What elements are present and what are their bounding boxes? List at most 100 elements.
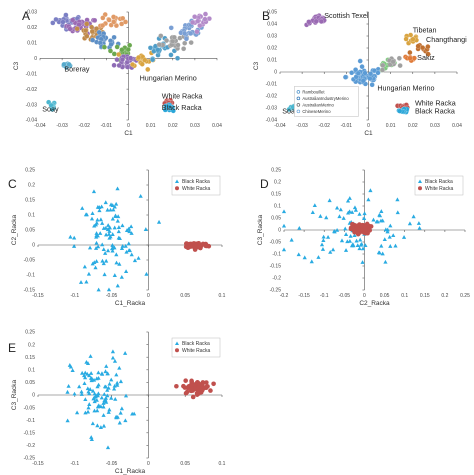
data-point	[95, 423, 100, 428]
legend-entry: White Racka	[182, 348, 211, 354]
data-point	[101, 226, 106, 230]
y-tick-label: 0.05	[25, 380, 35, 386]
y-tick-label: -0.1	[26, 418, 35, 424]
y-tick-label: -0.15	[24, 431, 36, 437]
data-point	[123, 269, 129, 274]
panel-letter: C	[8, 177, 17, 191]
data-point	[98, 404, 103, 409]
data-point	[368, 188, 373, 193]
annotation-label: Black Racka	[415, 106, 455, 115]
data-point	[91, 189, 97, 194]
data-point	[125, 47, 131, 53]
y-tick-label: -0.02	[266, 94, 278, 100]
data-point	[362, 211, 367, 216]
data-point	[98, 217, 103, 222]
data-point	[188, 40, 194, 46]
data-point	[66, 61, 72, 67]
legend-swatch	[296, 103, 301, 107]
y-tick-label: -0.15	[24, 288, 36, 294]
data-point	[143, 227, 148, 231]
data-point	[202, 385, 207, 391]
data-point	[313, 18, 319, 24]
x-tick-label: 0.04	[212, 123, 222, 129]
data-point	[107, 48, 113, 54]
data-point	[119, 246, 125, 251]
data-point	[387, 62, 393, 68]
data-point	[281, 247, 287, 252]
y-tick-label: 0	[32, 393, 35, 399]
data-point	[114, 260, 119, 265]
x-tick-label: 0	[127, 123, 130, 129]
data-point	[354, 238, 359, 243]
data-point	[182, 30, 188, 36]
data-point	[204, 380, 209, 385]
data-point	[362, 70, 368, 76]
legend-swatch	[175, 186, 179, 191]
data-point	[363, 227, 368, 232]
legend-entry: Rambouillet	[302, 89, 325, 94]
y-tick-label: -0.15	[270, 264, 282, 270]
data-point	[126, 241, 131, 246]
data-point	[127, 42, 133, 48]
data-point	[115, 283, 120, 288]
data-point	[162, 107, 168, 113]
data-point	[192, 14, 198, 20]
y-tick-label: 0.1	[28, 368, 35, 374]
data-point	[96, 382, 101, 387]
annotation-label: Sakiz	[417, 53, 435, 62]
data-point	[96, 287, 101, 292]
data-point	[360, 246, 366, 251]
data-point	[85, 361, 91, 366]
y-tick-label: 0	[34, 56, 37, 62]
x-tick-label: 0	[147, 461, 150, 467]
data-point	[192, 247, 198, 252]
y-tick-label: -0.2	[26, 443, 35, 449]
annotation-label: Black Racka	[162, 103, 202, 112]
data-point	[395, 197, 400, 202]
data-point	[83, 28, 89, 34]
data-point	[107, 225, 112, 230]
data-point	[359, 241, 364, 246]
x-axis-label: C1_Racka	[115, 300, 146, 307]
data-point	[129, 224, 134, 229]
y-tick-label: -0.04	[26, 118, 38, 124]
data-point	[90, 37, 96, 43]
x-tick-label: 0.1	[401, 293, 408, 299]
data-point	[357, 246, 362, 251]
data-point	[123, 19, 129, 25]
x-axis-label: C1	[364, 130, 373, 137]
data-point	[123, 243, 128, 248]
x-tick-label: -0.1	[320, 293, 329, 299]
data-point	[115, 380, 120, 385]
y-tick-label: 0.03	[27, 10, 37, 16]
annotation-label: Hungarian Merino	[140, 74, 197, 83]
data-point	[82, 381, 87, 386]
data-point	[136, 255, 141, 260]
y-tick-label: -0.1	[272, 252, 281, 258]
data-point	[168, 25, 174, 31]
legend-swatch	[418, 179, 422, 183]
data-point	[183, 36, 189, 42]
data-point	[335, 227, 340, 232]
data-point	[67, 363, 72, 367]
data-point	[89, 435, 94, 439]
data-point	[187, 243, 193, 249]
data-point	[168, 52, 174, 58]
data-point	[89, 28, 95, 34]
data-point	[327, 198, 332, 203]
data-point	[111, 207, 116, 212]
data-point	[92, 391, 97, 396]
panel-C: C -0.15 -0.1 -0.05 0 0.05 0.1 -0.15 -0.1 -0.05 0 0.…	[8, 168, 226, 307]
panel-letter: E	[8, 341, 16, 355]
data-point	[89, 216, 95, 221]
data-point	[109, 395, 114, 400]
data-point	[80, 206, 85, 210]
data-point	[352, 205, 358, 210]
data-point	[128, 55, 134, 61]
data-point	[119, 47, 125, 53]
data-point	[111, 62, 117, 68]
data-point	[388, 244, 393, 248]
data-point	[116, 62, 122, 68]
data-point	[110, 243, 115, 247]
data-point	[343, 248, 349, 252]
